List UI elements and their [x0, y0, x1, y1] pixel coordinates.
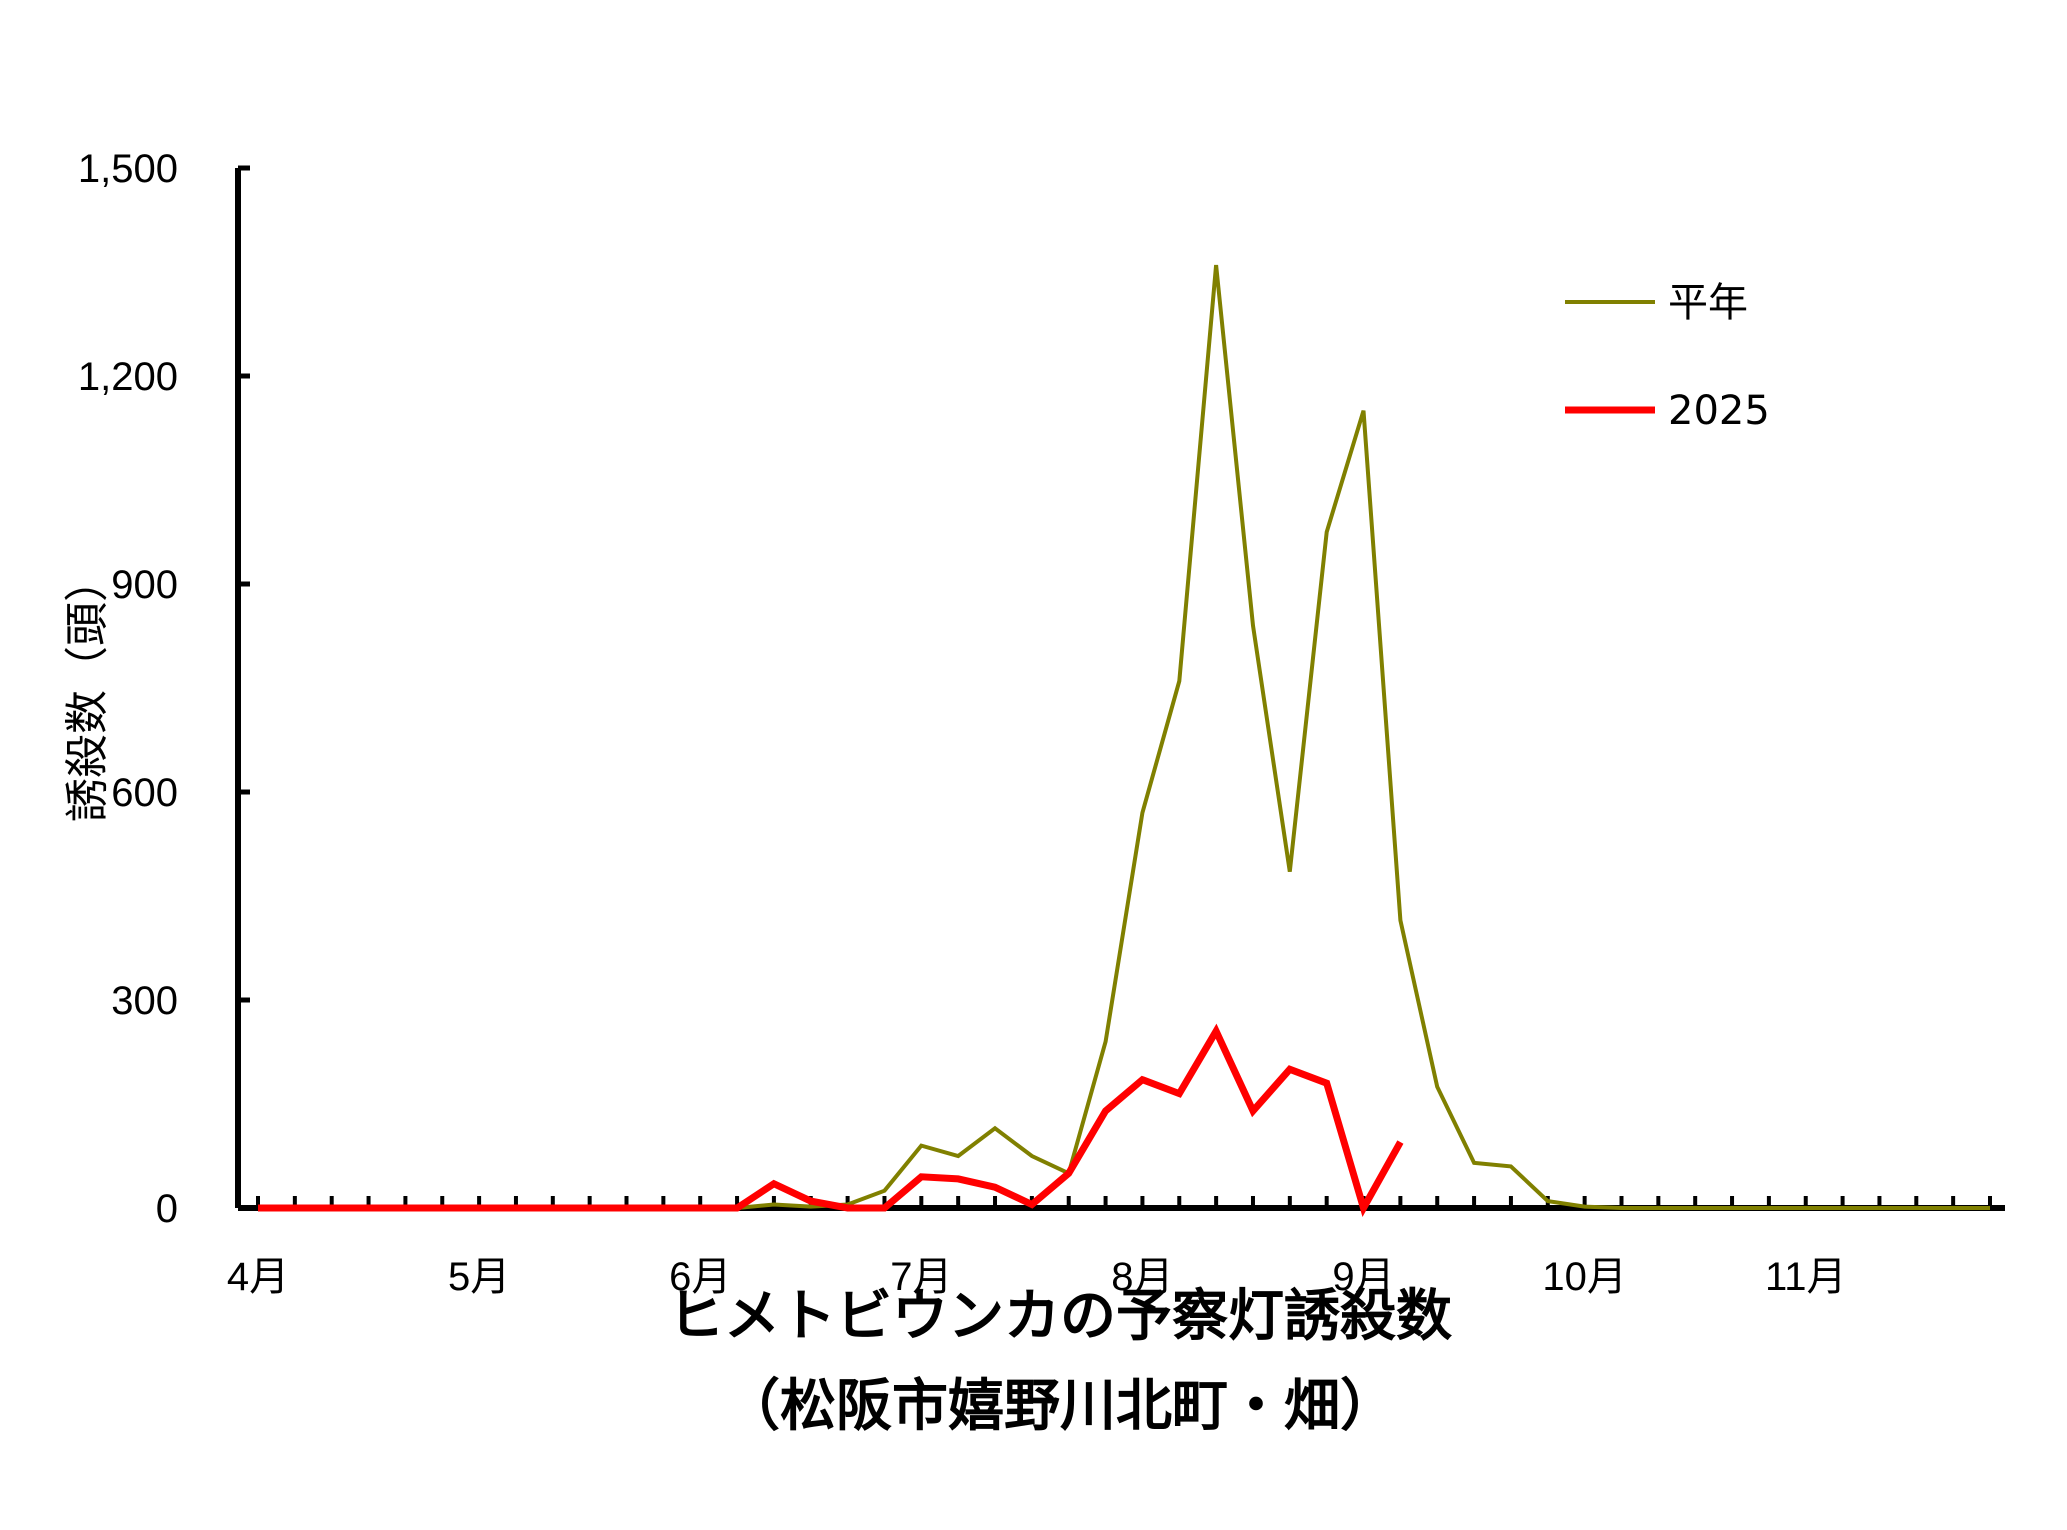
y-tick-label: 600 — [111, 771, 178, 815]
x-tick-label: 11月 — [1765, 1255, 1847, 1299]
legend: 平年 2025 — [1565, 280, 1770, 434]
chart-subtitle: （松阪市嬉野川北町・畑） — [724, 1374, 1396, 1439]
x-tick-label: 4月 — [227, 1255, 289, 1299]
x-tick-label: 9月 — [1332, 1255, 1394, 1299]
chart-title: ヒメトビウンカの予察灯誘殺数 — [668, 1284, 1452, 1349]
series-lines — [258, 264, 1990, 1217]
x-axis-ticks: 4月 5月 6月 7月 8月 9月 10月 11月 — [227, 1196, 1992, 1299]
y-tick-label: 1,200 — [78, 355, 178, 399]
y-tick-label: 900 — [111, 563, 178, 607]
y-tick-label: 300 — [111, 979, 178, 1023]
y-tick-label: 1,500 — [78, 147, 178, 191]
legend-label: 平年 — [1668, 280, 1748, 326]
x-tick-label: 8月 — [1111, 1255, 1173, 1299]
legend-label: 2025 — [1668, 388, 1770, 434]
y-tick-label: 0 — [156, 1187, 178, 1231]
x-tick-label: 6月 — [669, 1255, 731, 1299]
y-axis-ticks: 0 300 600 900 1,200 1,500 — [78, 147, 250, 1231]
x-tick-label: 5月 — [448, 1255, 510, 1299]
x-tick-label: 7月 — [890, 1255, 952, 1299]
y-axis-label: 誘殺数（頭） — [62, 558, 113, 822]
x-tick-label: 10月 — [1542, 1255, 1627, 1299]
series-line-2025 — [258, 1023, 1404, 1217]
